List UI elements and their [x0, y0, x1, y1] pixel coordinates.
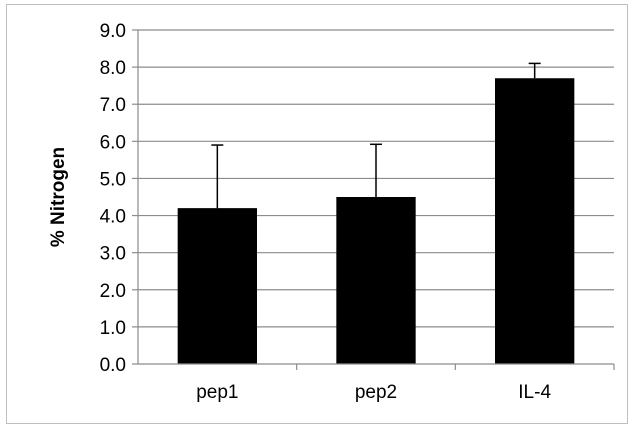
axes [132, 29, 615, 370]
y-tick-label: 7.0 [100, 95, 126, 116]
y-tick-label: 0.0 [100, 355, 126, 376]
x-tick-label: pep1 [196, 382, 238, 403]
y-tick-label: 4.0 [100, 207, 126, 228]
y-tick-label: 3.0 [100, 244, 126, 265]
y-tick-label: 6.0 [100, 132, 126, 153]
y-tick-label: 5.0 [100, 169, 126, 190]
bar [177, 208, 257, 364]
x-tick-label: IL-4 [518, 382, 551, 403]
bar [336, 197, 416, 364]
y-tick-label: 9.0 [100, 21, 126, 42]
y-tick-label: 1.0 [100, 318, 126, 339]
x-tick-label: pep2 [355, 382, 397, 403]
tick-labels: 0.0 1.0 2.0 3.0 4.0 5.0 6.0 7.0 8.0 9.0 pep1 pep2 IL… [100, 21, 552, 403]
y-tick-label: 8.0 [100, 58, 126, 79]
bars [177, 62, 575, 364]
bar [495, 78, 575, 364]
y-axis-title: % Nitrogen [48, 147, 69, 247]
y-tick-label: 2.0 [100, 281, 126, 302]
